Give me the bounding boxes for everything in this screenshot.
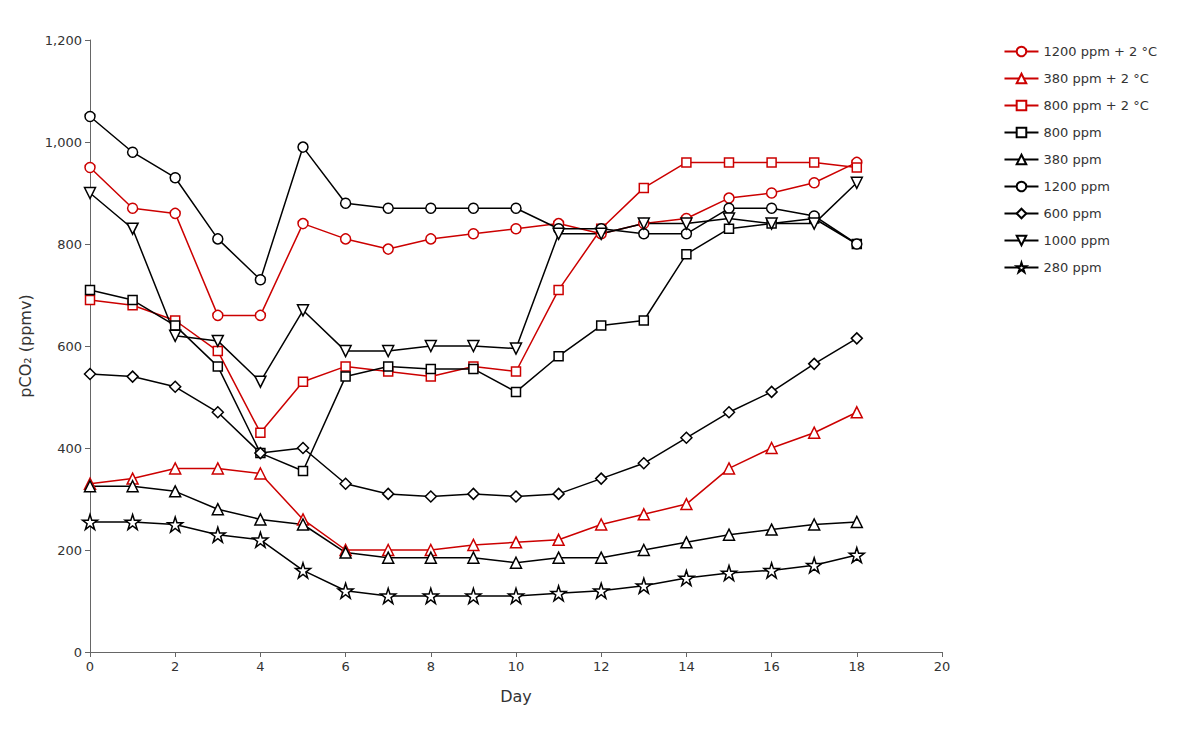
svg-text:1200 ppm: 1200 ppm [1043, 179, 1109, 194]
svg-text:0: 0 [86, 659, 94, 674]
svg-text:6: 6 [341, 659, 349, 674]
svg-text:20: 20 [934, 659, 951, 674]
svg-text:800 ppm + 2 °C: 800 ppm + 2 °C [1043, 98, 1148, 113]
svg-text:10: 10 [508, 659, 525, 674]
svg-text:18: 18 [849, 659, 866, 674]
svg-text:1,200: 1,200 [45, 33, 82, 48]
svg-text:800: 800 [57, 237, 82, 252]
svg-text:800 ppm: 800 ppm [1043, 125, 1101, 140]
svg-text:Day: Day [500, 687, 532, 706]
svg-text:4: 4 [256, 659, 264, 674]
svg-text:0: 0 [74, 645, 82, 660]
svg-text:380 ppm + 2 °C: 380 ppm + 2 °C [1043, 71, 1148, 86]
svg-text:400: 400 [57, 441, 82, 456]
svg-text:1000 ppm: 1000 ppm [1043, 233, 1109, 248]
svg-text:600 ppm: 600 ppm [1043, 206, 1101, 221]
svg-text:pCO₂ (ppmv): pCO₂ (ppmv) [16, 294, 35, 397]
svg-text:1,000: 1,000 [45, 135, 82, 150]
svg-text:14: 14 [678, 659, 695, 674]
svg-text:600: 600 [57, 339, 82, 354]
svg-text:280 ppm: 280 ppm [1043, 260, 1101, 275]
svg-text:200: 200 [57, 543, 82, 558]
svg-text:12: 12 [593, 659, 610, 674]
svg-text:380 ppm: 380 ppm [1043, 152, 1101, 167]
svg-text:8: 8 [427, 659, 435, 674]
svg-text:2: 2 [171, 659, 179, 674]
svg-text:16: 16 [763, 659, 780, 674]
svg-text:1200 ppm + 2 °C: 1200 ppm + 2 °C [1043, 44, 1157, 59]
